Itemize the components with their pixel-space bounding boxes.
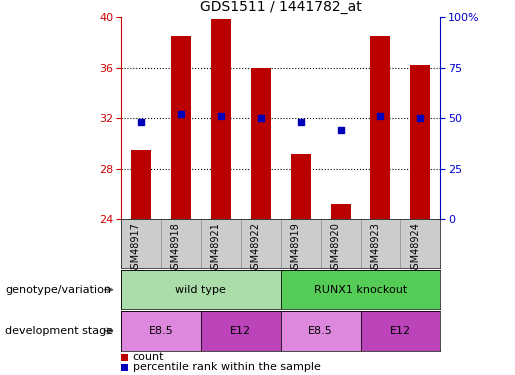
Point (217, 113, 225, 119)
Text: E12: E12 (230, 326, 251, 336)
Text: GSM48923: GSM48923 (370, 222, 381, 274)
Text: GSM48921: GSM48921 (211, 222, 221, 274)
Title: GDS1511 / 1441782_at: GDS1511 / 1441782_at (200, 0, 362, 15)
Point (137, 119, 145, 125)
Bar (360, 311, 440, 351)
Bar (290, 154, 311, 219)
Text: E8.5: E8.5 (308, 326, 333, 336)
Bar (370, 36, 390, 219)
Text: GSM48919: GSM48919 (290, 222, 301, 274)
Text: GSM48922: GSM48922 (251, 222, 261, 275)
Bar (281, 311, 360, 351)
Text: GSM48917: GSM48917 (131, 222, 141, 274)
Bar (171, 36, 191, 219)
Text: genotype/variation: genotype/variation (5, 285, 111, 295)
Point (177, 111, 185, 117)
Text: GSM48920: GSM48920 (331, 222, 340, 274)
Point (297, 119, 305, 125)
Bar (251, 68, 271, 219)
Bar (121, 270, 281, 309)
Bar (410, 65, 431, 219)
Text: E8.5: E8.5 (148, 326, 174, 336)
Text: wild type: wild type (176, 285, 226, 295)
Text: RUNX1 knockout: RUNX1 knockout (314, 285, 407, 295)
Text: development stage: development stage (5, 326, 113, 336)
Text: E12: E12 (390, 326, 411, 336)
Text: count: count (133, 352, 164, 362)
Bar (201, 311, 281, 351)
Text: GSM48918: GSM48918 (171, 222, 181, 274)
Bar (121, 311, 201, 351)
Bar (281, 270, 440, 309)
Point (336, 127, 345, 133)
Point (256, 115, 265, 121)
Bar (131, 150, 151, 219)
Bar (211, 20, 231, 219)
Point (416, 115, 424, 121)
Text: GSM48924: GSM48924 (410, 222, 420, 274)
Text: percentile rank within the sample: percentile rank within the sample (133, 362, 321, 372)
Point (376, 113, 385, 119)
Bar (331, 204, 351, 219)
